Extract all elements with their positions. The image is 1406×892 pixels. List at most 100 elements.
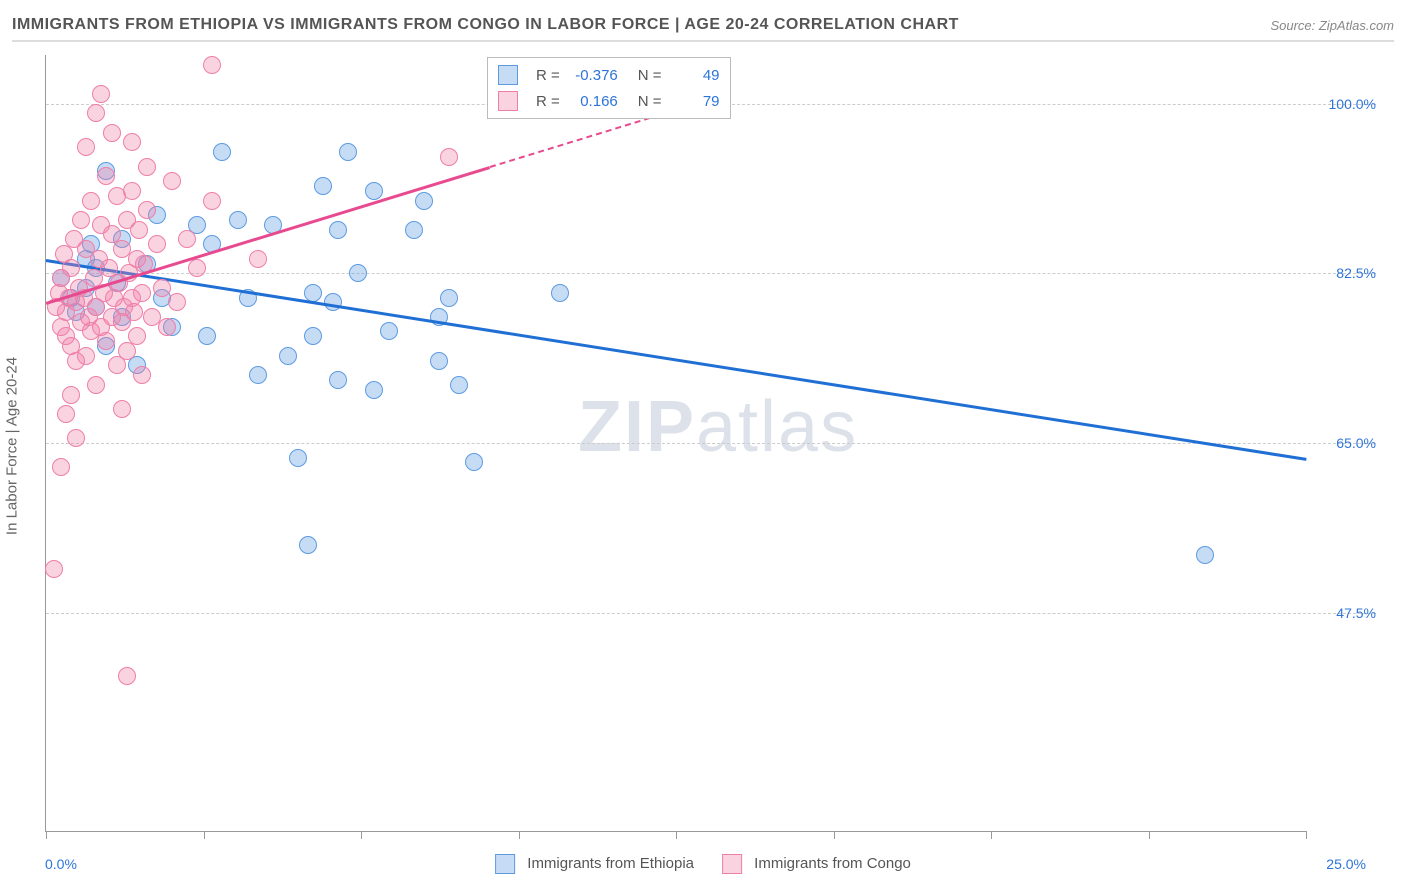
y-tick-label: 82.5% [1316, 265, 1376, 281]
legend-swatch-ethiopia [495, 854, 515, 874]
correlation-legend-row: R =0.166N =79 [498, 88, 720, 114]
scatter-point [405, 221, 423, 239]
scatter-point [339, 143, 357, 161]
scatter-point [365, 182, 383, 200]
scatter-point [289, 449, 307, 467]
x-tick [1149, 831, 1150, 839]
legend-label-congo: Immigrants from Congo [754, 855, 911, 872]
scatter-point [125, 303, 143, 321]
scatter-point [87, 376, 105, 394]
scatter-point [304, 327, 322, 345]
scatter-point [440, 289, 458, 307]
x-tick [991, 831, 992, 839]
y-axis-title: In Labor Force | Age 20-24 [4, 357, 21, 535]
scatter-point [77, 347, 95, 365]
scatter-point [130, 221, 148, 239]
scatter-point [168, 293, 186, 311]
scatter-point [153, 279, 171, 297]
r-value: 0.166 [570, 93, 618, 110]
scatter-point [62, 386, 80, 404]
x-axis-max-label: 25.0% [1326, 856, 1366, 872]
y-tick-label: 65.0% [1316, 435, 1376, 451]
scatter-point [97, 332, 115, 350]
x-tick [834, 831, 835, 839]
scatter-point [213, 143, 231, 161]
scatter-point [57, 405, 75, 423]
r-value: -0.376 [570, 67, 618, 84]
scatter-point [77, 138, 95, 156]
chart-plot-area: ZIPatlas 47.5%65.0%82.5%100.0%R =-0.376N… [45, 55, 1306, 832]
scatter-point [148, 235, 166, 253]
chart-title: IMMIGRANTS FROM ETHIOPIA VS IMMIGRANTS F… [12, 16, 959, 34]
scatter-point [198, 327, 216, 345]
x-tick [1306, 831, 1307, 839]
scatter-point [133, 284, 151, 302]
scatter-point [163, 172, 181, 190]
scatter-point [67, 429, 85, 447]
scatter-point [1196, 546, 1214, 564]
chart-header: IMMIGRANTS FROM ETHIOPIA VS IMMIGRANTS F… [12, 10, 1394, 42]
scatter-point [249, 250, 267, 268]
scatter-point [279, 347, 297, 365]
scatter-point [249, 366, 267, 384]
x-tick [519, 831, 520, 839]
scatter-point [128, 327, 146, 345]
scatter-point [380, 322, 398, 340]
x-axis-min-label: 0.0% [45, 856, 77, 872]
scatter-point [329, 371, 347, 389]
scatter-point [72, 211, 90, 229]
scatter-point [450, 376, 468, 394]
legend-swatch [498, 65, 518, 85]
scatter-point [118, 667, 136, 685]
scatter-point [304, 284, 322, 302]
x-tick [204, 831, 205, 839]
scatter-point [415, 192, 433, 210]
scatter-point [123, 133, 141, 151]
y-tick-label: 47.5% [1316, 605, 1376, 621]
legend-label-ethiopia: Immigrants from Ethiopia [527, 855, 694, 872]
r-label: R = [536, 93, 560, 110]
scatter-point [365, 381, 383, 399]
n-label: N = [638, 93, 662, 110]
scatter-point [138, 158, 156, 176]
scatter-point [133, 366, 151, 384]
source-label: Source: ZipAtlas.com [1270, 18, 1394, 33]
x-tick [676, 831, 677, 839]
correlation-legend: R =-0.376N =49R =0.166N =79 [487, 57, 731, 119]
legend-item-ethiopia: Immigrants from Ethiopia [495, 854, 694, 874]
scatter-point [440, 148, 458, 166]
scatter-point [430, 352, 448, 370]
gridline [46, 273, 1376, 274]
scatter-point [188, 259, 206, 277]
scatter-point [138, 201, 156, 219]
scatter-point [62, 259, 80, 277]
r-label: R = [536, 67, 560, 84]
scatter-point [465, 453, 483, 471]
n-value: 49 [672, 67, 720, 84]
y-tick-label: 100.0% [1316, 96, 1376, 112]
scatter-point [45, 560, 63, 578]
legend-swatch [498, 91, 518, 111]
scatter-point [229, 211, 247, 229]
legend-swatch-congo [722, 854, 742, 874]
watermark: ZIPatlas [578, 386, 858, 468]
bottom-legend: Immigrants from Ethiopia Immigrants from… [495, 854, 911, 874]
gridline [46, 613, 1376, 614]
scatter-point [299, 536, 317, 554]
scatter-point [349, 264, 367, 282]
scatter-point [158, 318, 176, 336]
scatter-point [92, 85, 110, 103]
scatter-point [52, 458, 70, 476]
scatter-point [87, 104, 105, 122]
trend-line [46, 259, 1306, 460]
legend-item-congo: Immigrants from Congo [722, 854, 911, 874]
x-tick [361, 831, 362, 839]
scatter-point [82, 192, 100, 210]
gridline [46, 443, 1376, 444]
scatter-point [178, 230, 196, 248]
scatter-point [123, 182, 141, 200]
x-tick [46, 831, 47, 839]
scatter-point [314, 177, 332, 195]
scatter-point [103, 124, 121, 142]
scatter-point [203, 56, 221, 74]
